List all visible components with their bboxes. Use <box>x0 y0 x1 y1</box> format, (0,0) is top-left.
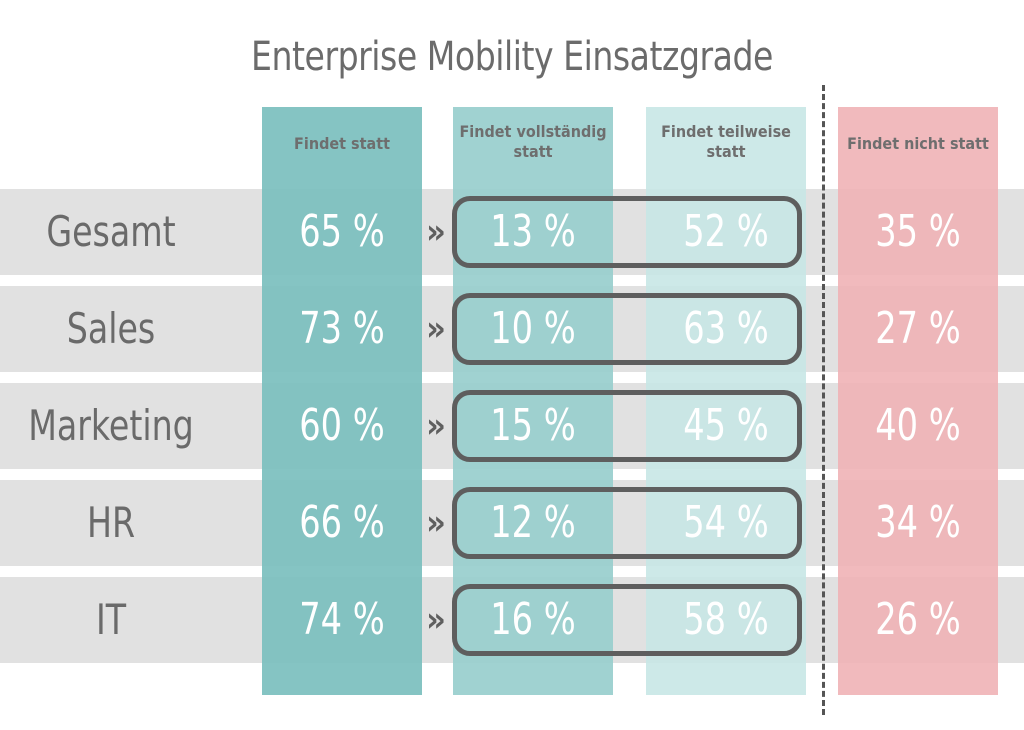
data-label: 45 % <box>683 400 769 451</box>
column-background <box>262 107 422 695</box>
data-label: 73 % <box>299 303 385 354</box>
data-label: 66 % <box>299 497 385 548</box>
column-header: Findet vollständig statt <box>459 122 607 161</box>
data-label: 26 % <box>875 594 961 645</box>
row-label: Marketing <box>28 401 194 450</box>
column-header: Findet nicht statt <box>847 134 989 153</box>
data-label: 52 % <box>683 206 769 257</box>
data-label: 74 % <box>299 594 385 645</box>
column-header: Findet statt <box>294 134 390 153</box>
chevron-icon: » <box>426 600 446 640</box>
row-label: Gesamt <box>46 207 176 256</box>
row-label: Sales <box>66 304 156 353</box>
range-bracket <box>452 487 802 559</box>
data-label: 34 % <box>875 497 961 548</box>
range-bracket <box>452 293 802 365</box>
range-bracket <box>452 196 802 268</box>
data-label: 35 % <box>875 206 961 257</box>
data-label: 12 % <box>490 497 576 548</box>
data-label: 15 % <box>490 400 576 451</box>
data-label: 63 % <box>683 303 769 354</box>
chevron-icon: » <box>426 406 446 446</box>
range-bracket <box>452 584 802 656</box>
data-label: 58 % <box>683 594 769 645</box>
chevron-icon: » <box>426 503 446 543</box>
chart-title: Enterprise Mobility Einsatzgrade <box>251 34 773 80</box>
column-background <box>838 107 998 695</box>
column-background <box>646 107 806 695</box>
row-label: HR <box>86 498 136 547</box>
data-label: 54 % <box>683 497 769 548</box>
data-label: 16 % <box>490 594 576 645</box>
chevron-icon: » <box>426 309 446 349</box>
chevron-icon: » <box>426 212 446 252</box>
range-bracket <box>452 390 802 462</box>
data-label: 65 % <box>299 206 385 257</box>
column-background <box>453 107 613 695</box>
data-label: 60 % <box>299 400 385 451</box>
column-header: Findet teilweise statt <box>661 122 791 161</box>
data-label: 27 % <box>875 303 961 354</box>
data-label: 40 % <box>875 400 961 451</box>
data-label: 13 % <box>490 206 576 257</box>
data-label: 10 % <box>490 303 576 354</box>
row-label: IT <box>95 595 127 644</box>
divider-dashed <box>822 85 825 715</box>
